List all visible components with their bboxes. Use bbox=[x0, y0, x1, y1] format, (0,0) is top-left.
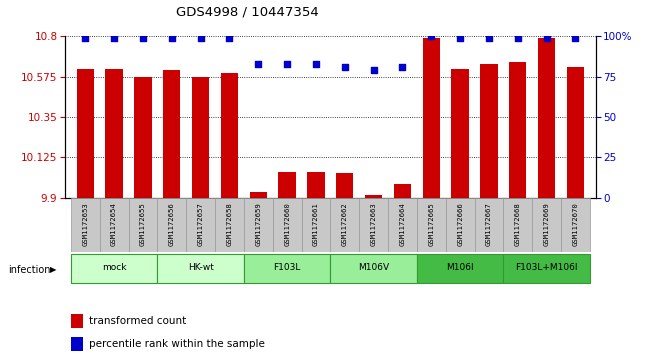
Bar bbox=[221, 73, 238, 198]
Point bbox=[224, 35, 234, 41]
Bar bbox=[71, 254, 158, 283]
Text: GSM1172669: GSM1172669 bbox=[544, 202, 549, 246]
Point bbox=[167, 35, 177, 41]
Bar bbox=[105, 69, 123, 198]
Bar bbox=[509, 62, 527, 198]
Text: M106I: M106I bbox=[447, 264, 474, 273]
Bar bbox=[567, 67, 584, 198]
Bar bbox=[446, 198, 475, 252]
Bar bbox=[134, 77, 152, 198]
Point bbox=[253, 61, 264, 67]
Text: F103L: F103L bbox=[273, 264, 301, 273]
Point bbox=[570, 35, 581, 41]
Bar bbox=[77, 69, 94, 198]
Text: M106V: M106V bbox=[358, 264, 389, 273]
Point bbox=[455, 35, 465, 41]
Text: GSM1172655: GSM1172655 bbox=[140, 202, 146, 246]
Text: GSM1172659: GSM1172659 bbox=[255, 202, 261, 246]
Bar bbox=[244, 198, 273, 252]
Bar bbox=[336, 173, 353, 198]
Bar bbox=[561, 198, 590, 252]
Point bbox=[484, 35, 494, 41]
Bar bbox=[422, 38, 440, 198]
Point bbox=[368, 67, 379, 73]
Bar bbox=[244, 254, 330, 283]
Point bbox=[397, 64, 408, 70]
Text: GSM1172670: GSM1172670 bbox=[572, 202, 579, 246]
Text: GSM1172661: GSM1172661 bbox=[313, 202, 319, 246]
Text: GSM1172664: GSM1172664 bbox=[400, 202, 406, 246]
Text: GSM1172666: GSM1172666 bbox=[457, 202, 463, 246]
Text: transformed count: transformed count bbox=[89, 316, 186, 326]
Text: GSM1172658: GSM1172658 bbox=[227, 202, 232, 246]
Point bbox=[512, 35, 523, 41]
Bar bbox=[365, 195, 382, 198]
Text: percentile rank within the sample: percentile rank within the sample bbox=[89, 339, 265, 349]
Bar bbox=[215, 198, 244, 252]
Point bbox=[542, 35, 552, 41]
Bar bbox=[71, 314, 83, 329]
Bar bbox=[100, 198, 128, 252]
Point bbox=[282, 61, 292, 67]
Bar bbox=[475, 198, 503, 252]
Text: GSM1172654: GSM1172654 bbox=[111, 202, 117, 246]
Text: GSM1172656: GSM1172656 bbox=[169, 202, 174, 246]
Bar bbox=[158, 254, 244, 283]
Text: GDS4998 / 10447354: GDS4998 / 10447354 bbox=[176, 5, 319, 19]
Bar bbox=[503, 198, 533, 252]
Bar bbox=[538, 38, 555, 198]
Text: GSM1172663: GSM1172663 bbox=[370, 202, 377, 246]
Bar bbox=[330, 198, 359, 252]
Bar bbox=[452, 69, 469, 198]
Text: GSM1172660: GSM1172660 bbox=[284, 202, 290, 246]
Bar bbox=[503, 254, 590, 283]
Point bbox=[109, 35, 119, 41]
Bar bbox=[394, 184, 411, 198]
Bar bbox=[158, 198, 186, 252]
Point bbox=[80, 35, 90, 41]
Bar bbox=[307, 172, 325, 198]
Bar bbox=[71, 198, 100, 252]
Bar bbox=[480, 64, 497, 198]
Bar bbox=[163, 69, 180, 198]
Bar bbox=[330, 254, 417, 283]
Point bbox=[195, 35, 206, 41]
Point bbox=[340, 64, 350, 70]
Bar bbox=[249, 192, 267, 198]
Bar bbox=[417, 198, 446, 252]
Text: GSM1172657: GSM1172657 bbox=[198, 202, 204, 246]
Bar bbox=[128, 198, 158, 252]
Text: GSM1172653: GSM1172653 bbox=[82, 202, 89, 246]
Bar bbox=[359, 198, 388, 252]
Point bbox=[426, 33, 437, 39]
Bar bbox=[388, 198, 417, 252]
Bar bbox=[273, 198, 301, 252]
Text: HK-wt: HK-wt bbox=[187, 264, 214, 273]
Bar bbox=[71, 337, 83, 351]
Text: mock: mock bbox=[102, 264, 126, 273]
Bar bbox=[533, 198, 561, 252]
Bar bbox=[192, 77, 209, 198]
Text: GSM1172668: GSM1172668 bbox=[515, 202, 521, 246]
Text: F103L+M106I: F103L+M106I bbox=[516, 264, 578, 273]
Text: infection: infection bbox=[8, 265, 51, 275]
Bar bbox=[417, 254, 503, 283]
Text: GSM1172662: GSM1172662 bbox=[342, 202, 348, 246]
Bar bbox=[301, 198, 330, 252]
Text: GSM1172665: GSM1172665 bbox=[428, 202, 434, 246]
Bar bbox=[279, 172, 296, 198]
Bar bbox=[186, 198, 215, 252]
Point bbox=[311, 61, 321, 67]
Text: ▶: ▶ bbox=[50, 265, 57, 274]
Text: GSM1172667: GSM1172667 bbox=[486, 202, 492, 246]
Point bbox=[138, 35, 148, 41]
